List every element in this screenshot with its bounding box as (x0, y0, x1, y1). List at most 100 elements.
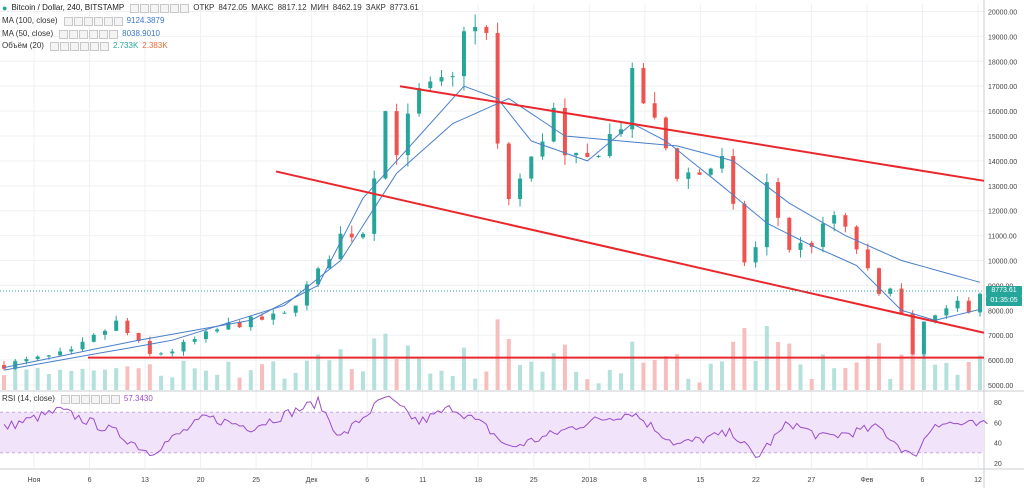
rsi-tick-label: 20 (994, 461, 1002, 468)
volume-bar (215, 374, 220, 390)
volume-bar (641, 362, 646, 390)
volume-bar (159, 375, 164, 390)
candle-body (2, 365, 6, 369)
volume-bar (428, 373, 433, 390)
candle-body (820, 223, 825, 247)
price-tick-label: 19000.00 (988, 34, 1017, 41)
ohlc-close-value: 8773.61 (389, 3, 419, 12)
candle-body (260, 316, 265, 320)
candle-body (619, 129, 624, 135)
candle-body (136, 333, 141, 341)
volume-bar (282, 378, 287, 390)
candle-body (888, 288, 893, 294)
candle-body (551, 107, 556, 142)
symbol-legend: ● Bitcoin / Dollar, 240, BITSTAMP ОТКР 84… (2, 3, 419, 13)
price-tick-label: 13000.00 (988, 184, 1017, 191)
volume-bar (170, 377, 175, 390)
volume-bar (933, 364, 938, 390)
volume-bar (540, 371, 545, 390)
volume-bar (316, 354, 321, 390)
volume-bar (226, 361, 231, 390)
axes: 20000.00 19000.00 18000.00 17000.00 16000.00… (28, 9, 1018, 484)
candle-body (181, 341, 186, 352)
countdown-tag: 01:35:05 (986, 296, 1022, 306)
candle-body (854, 226, 859, 250)
volume-bar (192, 368, 197, 390)
price-tick-label: 12000.00 (988, 209, 1017, 216)
ma50-controls[interactable] (59, 29, 119, 39)
ohlc-open-label: ОТКР (193, 3, 215, 12)
candle-body (753, 247, 758, 263)
candle-body (428, 81, 433, 89)
candle-body (663, 117, 668, 149)
volume-bar (551, 353, 556, 390)
candle-body (708, 168, 713, 175)
volume-bar (473, 378, 478, 390)
volume-bar (921, 338, 926, 390)
volume-bar (484, 371, 489, 390)
volume-bar (854, 362, 859, 390)
candle-body (809, 242, 814, 247)
volume-value: 2.733K (112, 41, 139, 50)
rsi-legend[interactable]: RSI (14, close) 57.3430 (2, 394, 153, 404)
volume-bar (2, 375, 6, 390)
candle-body (495, 32, 500, 144)
candle-body (652, 103, 657, 118)
price-tick-label: 6000.00 (988, 358, 1013, 365)
time-tick-label: 25 (252, 477, 260, 484)
candle-body (215, 329, 220, 332)
volume-bar (652, 359, 657, 390)
rsi-line (3, 395, 988, 458)
volume-bar (529, 361, 534, 390)
trend-lines (0, 85, 985, 359)
time-tick-label: 15 (696, 477, 704, 484)
rsi-controls[interactable] (60, 394, 120, 404)
status-dot-icon: ● (2, 3, 8, 13)
ma50-legend[interactable]: MA (50, close) 8038.9010 (2, 29, 160, 39)
legend-controls[interactable] (130, 3, 190, 13)
volume-bar (260, 364, 265, 390)
volume-bar (966, 361, 971, 390)
volume-bar (809, 379, 814, 390)
volume-bar (248, 370, 253, 390)
volume-legend[interactable]: Объём (20) 2.733K 2.383K (2, 41, 168, 51)
time-tick-label: 8 (643, 477, 647, 484)
candle-body (865, 249, 870, 269)
volume-bar (585, 379, 590, 390)
ma50-line (3, 85, 981, 369)
price-tick-label: 15000.00 (988, 134, 1017, 141)
candle-body (731, 156, 736, 204)
time-tick-label: 20 (197, 477, 205, 484)
volume-bar (372, 338, 377, 390)
candle-body (966, 300, 971, 313)
time-tick-label: 25 (530, 477, 538, 484)
volume-bar (562, 344, 567, 390)
candle-body (933, 315, 938, 322)
candle-body (596, 156, 601, 158)
volume-bar (574, 371, 579, 390)
volume-bar (731, 341, 736, 390)
volume-bar (69, 370, 74, 390)
price-tick-label: 11000.00 (988, 234, 1017, 241)
ma100-legend[interactable]: MA (100, close) 9124.3879 (2, 16, 164, 26)
candle-body (114, 320, 119, 331)
trend-line (399, 85, 985, 182)
candle-body (607, 134, 612, 157)
volume-bar (439, 370, 444, 390)
volume-bar (338, 349, 343, 390)
volume-bar (80, 368, 85, 390)
volume-bar (910, 328, 915, 390)
candle-body (35, 356, 40, 360)
time-tick-label: Ноя (28, 477, 41, 484)
ma100-controls[interactable] (63, 16, 123, 26)
volume-bar (877, 343, 882, 390)
price-tick-label: 10000.00 (988, 259, 1017, 266)
volume-controls[interactable] (49, 41, 109, 51)
candle-body (69, 349, 74, 352)
volume-bar (686, 378, 691, 390)
rsi-tick-label: 40 (994, 441, 1002, 448)
time-tick-label: 22 (752, 477, 760, 484)
candle-body (304, 284, 309, 306)
